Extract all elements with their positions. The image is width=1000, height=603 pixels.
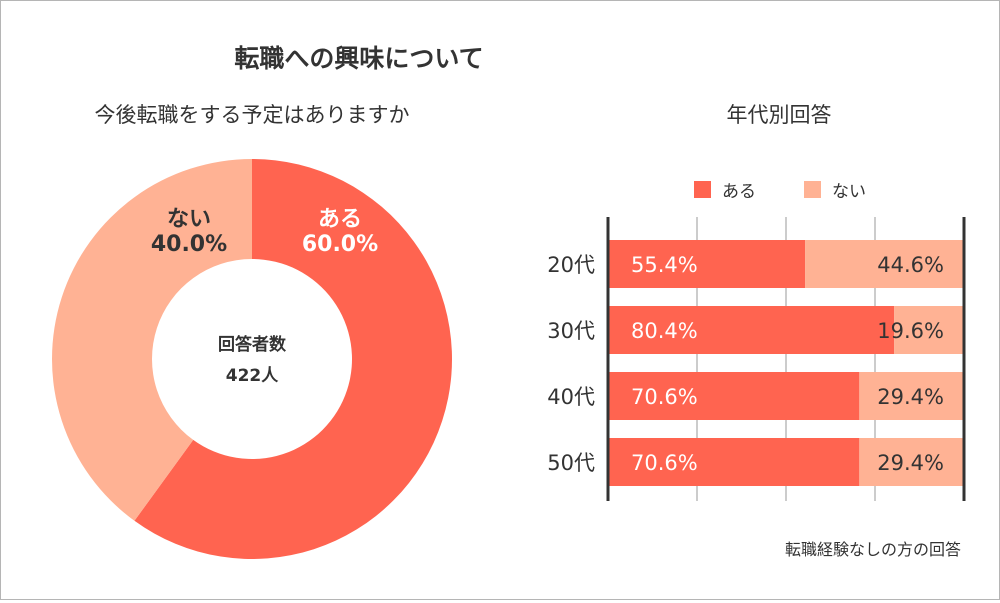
donut-center-label: 回答者数 [218,334,287,355]
bar-value-aru: 80.4% [631,319,698,343]
donut-label-nai: ない [167,207,211,232]
main-title: 転職への興味について [234,44,483,73]
legend-label-aru: ある [722,182,756,202]
bar-aru-20s [608,240,806,288]
bar-aru-40s [608,372,860,420]
donut-value-nai: 40.0% [151,232,227,257]
bar-chart-title: 年代別回答 [727,103,832,127]
bar-value-nai: 29.4% [877,451,944,475]
bar-chart-legend: ある ない [694,181,866,202]
bar-value-aru: 55.4% [631,253,698,277]
legend-swatch-aru [694,181,711,198]
donut-slice-nai [52,159,252,521]
bar-nai-30s [894,306,964,354]
bar-chart: 20代 55.4% 44.6% 30代 80.4% 19.6% 40代 70.6% 29.4% 5… [547,217,966,501]
bar-value-aru: 70.6% [631,451,698,475]
bar-nai-40s [859,372,964,420]
category-label: 50代 [547,451,595,475]
bar-chart-note: 転職経験なしの方の回答 [785,540,961,559]
legend-label-nai: ない [832,182,866,202]
bar-value-aru: 70.6% [631,385,698,409]
category-label: 40代 [547,385,595,409]
bar-value-nai: 44.6% [877,253,944,277]
bar-value-nai: 19.6% [877,319,944,343]
category-label: 30代 [547,319,595,343]
donut-chart-title: 今後転職をする予定はありますか [95,103,410,127]
donut-slice-aru [134,159,453,559]
bar-aru-30s [608,306,895,354]
bar-nai-20s [805,240,964,288]
bar-nai-50s [859,438,964,486]
bar-aru-50s [608,438,860,486]
legend-swatch-nai [804,181,821,198]
category-label: 20代 [547,253,595,277]
bar-value-nai: 29.4% [877,385,944,409]
donut-label-aru: ある [318,207,362,232]
donut-center-value: 422人 [226,366,279,386]
donut-value-aru: 60.0% [302,232,378,257]
